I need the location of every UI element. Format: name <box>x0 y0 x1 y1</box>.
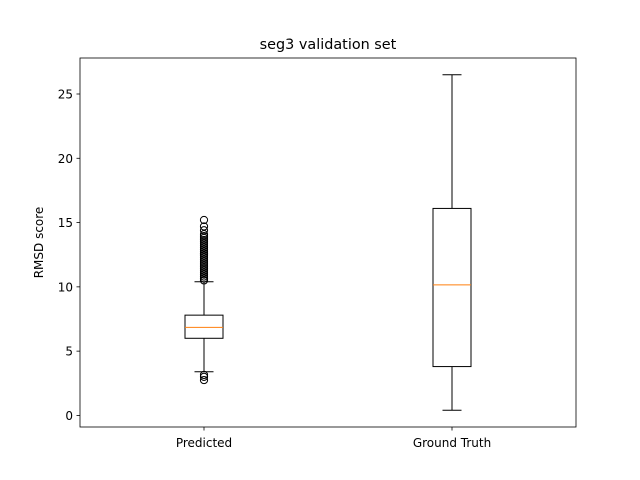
axes-frame <box>79 57 577 428</box>
outlier-point <box>199 226 209 235</box>
y-tick-label: 10 <box>58 280 73 294</box>
y-tick-label: 20 <box>58 152 73 166</box>
iqr-box <box>432 207 472 368</box>
outlier-point <box>199 370 209 380</box>
chart-title: seg3 validation set <box>260 37 397 53</box>
y-tick-label: 25 <box>58 88 73 102</box>
y-axis-label: RMSD score <box>32 207 46 279</box>
x-tick-label: Predicted <box>176 436 232 450</box>
y-tick-label: 0 <box>65 409 73 423</box>
y-tick-label: 5 <box>65 345 73 359</box>
y-tick-label: 15 <box>58 216 73 230</box>
outlier-point <box>199 215 209 225</box>
outlier-point <box>199 230 209 239</box>
iqr-box <box>184 314 224 339</box>
outlier-point <box>199 375 209 385</box>
outlier-point <box>199 222 209 231</box>
plot-area: 0 5 10 15 20 25 Predicted Ground Truth <box>58 57 577 450</box>
x-tick-label: Ground Truth <box>413 436 491 450</box>
